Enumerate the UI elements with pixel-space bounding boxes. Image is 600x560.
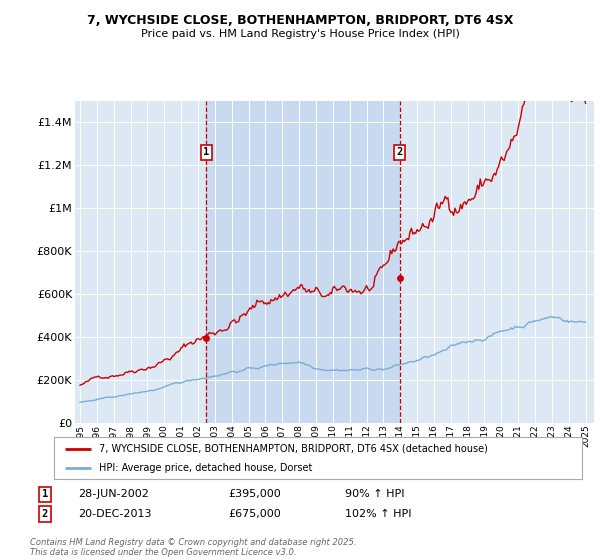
Text: 1: 1 — [42, 489, 48, 500]
Text: £675,000: £675,000 — [228, 509, 281, 519]
Text: Price paid vs. HM Land Registry's House Price Index (HPI): Price paid vs. HM Land Registry's House … — [140, 29, 460, 39]
Text: 2: 2 — [397, 147, 403, 157]
Text: 7, WYCHSIDE CLOSE, BOTHENHAMPTON, BRIDPORT, DT6 4SX (detached house): 7, WYCHSIDE CLOSE, BOTHENHAMPTON, BRIDPO… — [99, 444, 488, 454]
Text: Contains HM Land Registry data © Crown copyright and database right 2025.
This d: Contains HM Land Registry data © Crown c… — [30, 538, 356, 557]
Text: 1: 1 — [203, 147, 209, 157]
Text: HPI: Average price, detached house, Dorset: HPI: Average price, detached house, Dors… — [99, 463, 312, 473]
Text: 2: 2 — [42, 509, 48, 519]
Text: 28-JUN-2002: 28-JUN-2002 — [78, 489, 149, 500]
Bar — [206, 101, 400, 423]
Text: 102% ↑ HPI: 102% ↑ HPI — [345, 509, 412, 519]
Text: £395,000: £395,000 — [228, 489, 281, 500]
Text: 90% ↑ HPI: 90% ↑ HPI — [345, 489, 404, 500]
Text: 7, WYCHSIDE CLOSE, BOTHENHAMPTON, BRIDPORT, DT6 4SX: 7, WYCHSIDE CLOSE, BOTHENHAMPTON, BRIDPO… — [87, 14, 513, 27]
Text: 20-DEC-2013: 20-DEC-2013 — [78, 509, 151, 519]
